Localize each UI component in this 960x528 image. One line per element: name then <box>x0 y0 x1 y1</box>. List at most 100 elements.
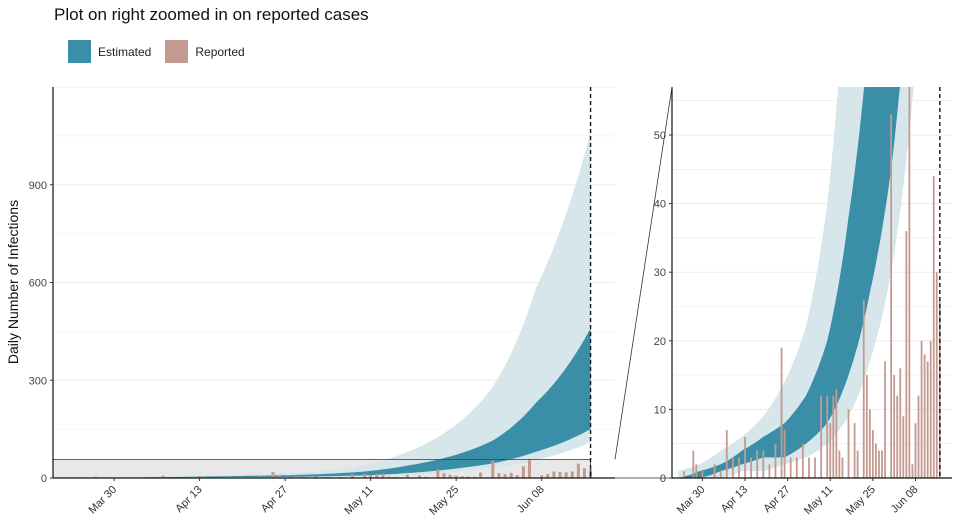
left-reported-bar <box>582 468 586 478</box>
right-reported-bar <box>838 450 841 478</box>
right-reported-bar <box>780 347 783 478</box>
right-reported-bar <box>701 471 704 478</box>
right-reported-bar <box>814 457 816 478</box>
right-reported-bar <box>725 429 728 478</box>
left-reported-bar <box>363 474 367 478</box>
right-reported-bar <box>713 464 716 478</box>
chart-title: Plot on right zoomed in on reported case… <box>54 5 369 24</box>
left-reported-bar <box>521 466 525 478</box>
right-reported-bar <box>881 450 883 478</box>
left-reported-bar <box>369 475 373 478</box>
right-reported-bar <box>829 423 832 478</box>
right-reported-bar <box>905 231 908 478</box>
right-reported-bar <box>868 409 871 478</box>
right-reported-bar <box>899 368 902 478</box>
right-reported-bar <box>783 429 786 478</box>
left-reported-bar <box>418 475 422 478</box>
left-reported-bar <box>546 474 550 478</box>
right-reported-bar <box>762 450 765 478</box>
y-axis-label: Daily Number of Infections <box>5 200 21 364</box>
right-reported-bar <box>935 272 938 478</box>
right-reported-bar <box>911 464 914 478</box>
left-x-tick-label: May 25 <box>427 484 461 518</box>
left-reported-bar <box>527 459 531 478</box>
zoom-connector <box>614 86 673 479</box>
legend-label-reported: Reported <box>195 44 245 59</box>
left-reported-bar <box>234 476 238 478</box>
right-reported-bar <box>856 450 859 478</box>
left-y-tick-label: 300 <box>29 375 47 387</box>
legend-key-reported <box>165 40 189 63</box>
left-x-tick-label: Apr 27 <box>259 484 290 515</box>
legend-item-estimated: Estimated <box>68 40 151 63</box>
left-x-tick-label: Jun 08 <box>515 484 547 516</box>
right-reported-bar <box>756 450 759 478</box>
left-reported-bar <box>94 476 98 478</box>
left-reported-bar <box>271 471 275 478</box>
right-reported-bar <box>920 340 923 478</box>
right-reported-bar <box>801 443 804 478</box>
left-reported-bar <box>350 474 354 478</box>
left-y-tick-label: 900 <box>29 180 47 192</box>
left-reported-bar <box>515 475 519 478</box>
right-x-tick-label: Mar 30 <box>675 484 708 517</box>
right-reported-bar <box>795 457 798 478</box>
left-reported-bar <box>314 476 318 478</box>
left-reported-bar <box>570 471 574 478</box>
right-reported-bar <box>917 395 920 478</box>
left-reported-bar <box>442 473 446 478</box>
left-reported-bar <box>491 460 495 478</box>
right-reported-bar <box>808 457 810 478</box>
right-y-tick-label: 30 <box>654 267 666 279</box>
left-plot-area <box>53 87 615 478</box>
right-reported-bar <box>926 361 929 478</box>
right-reported-bar <box>890 114 893 478</box>
right-y-tick-label: 40 <box>654 199 666 211</box>
left-panel: 0 300 600 900 Mar 30 Apr 13 Apr 27 May 11 May 25… <box>29 87 615 518</box>
right-x-tick-label: Jun 08 <box>889 484 921 516</box>
legend-item-reported: Reported <box>165 40 245 63</box>
right-reported-bar <box>820 395 823 478</box>
right-reported-bar <box>878 450 880 478</box>
right-reported-bar <box>871 429 874 478</box>
right-reported-bar <box>932 176 935 478</box>
right-panel: 0 10 20 30 40 50 Mar 30 Apr 13 Apr 27 May 11 May 2… <box>654 87 952 518</box>
left-reported-bar <box>558 472 562 478</box>
left-reported-bar <box>576 463 580 478</box>
right-reported-bar <box>719 471 722 478</box>
right-reported-bar <box>914 423 917 478</box>
right-reported-bar <box>695 464 698 478</box>
right-reported-bar <box>774 443 777 478</box>
right-reported-bar <box>683 471 686 478</box>
right-reported-bar <box>826 395 829 478</box>
left-reported-bar <box>509 472 513 478</box>
right-reported-bar <box>923 354 926 478</box>
left-reported-bar <box>381 473 385 478</box>
left-reported-bar <box>198 476 202 478</box>
right-x-tick-label: May 11 <box>802 484 835 517</box>
right-reported-bar <box>929 340 932 478</box>
left-reported-bar <box>564 472 568 478</box>
right-reported-bar <box>738 457 740 478</box>
left-reported-bar <box>405 474 409 478</box>
legend-key-estimated <box>68 40 91 63</box>
left-reported-bar <box>448 474 452 478</box>
right-y-tick-label: 0 <box>660 473 666 485</box>
left-reported-bar <box>436 469 440 478</box>
left-reported-bar <box>387 476 391 478</box>
right-reported-bar <box>893 375 896 478</box>
left-reported-bar <box>424 476 428 478</box>
left-reported-bar <box>277 475 281 478</box>
legend-label-estimated: Estimated <box>98 44 152 59</box>
left-reported-bar <box>259 476 263 478</box>
right-y-tick-label: 20 <box>654 336 666 348</box>
right-reported-bar <box>835 388 838 478</box>
left-x-tick-label: Mar 30 <box>87 484 120 517</box>
right-reported-bar <box>902 416 905 478</box>
right-reported-bar <box>832 395 835 478</box>
left-reported-bar <box>479 472 483 478</box>
left-reported-bar <box>497 473 501 478</box>
right-reported-bar <box>841 457 844 478</box>
right-reported-bar <box>875 443 877 478</box>
